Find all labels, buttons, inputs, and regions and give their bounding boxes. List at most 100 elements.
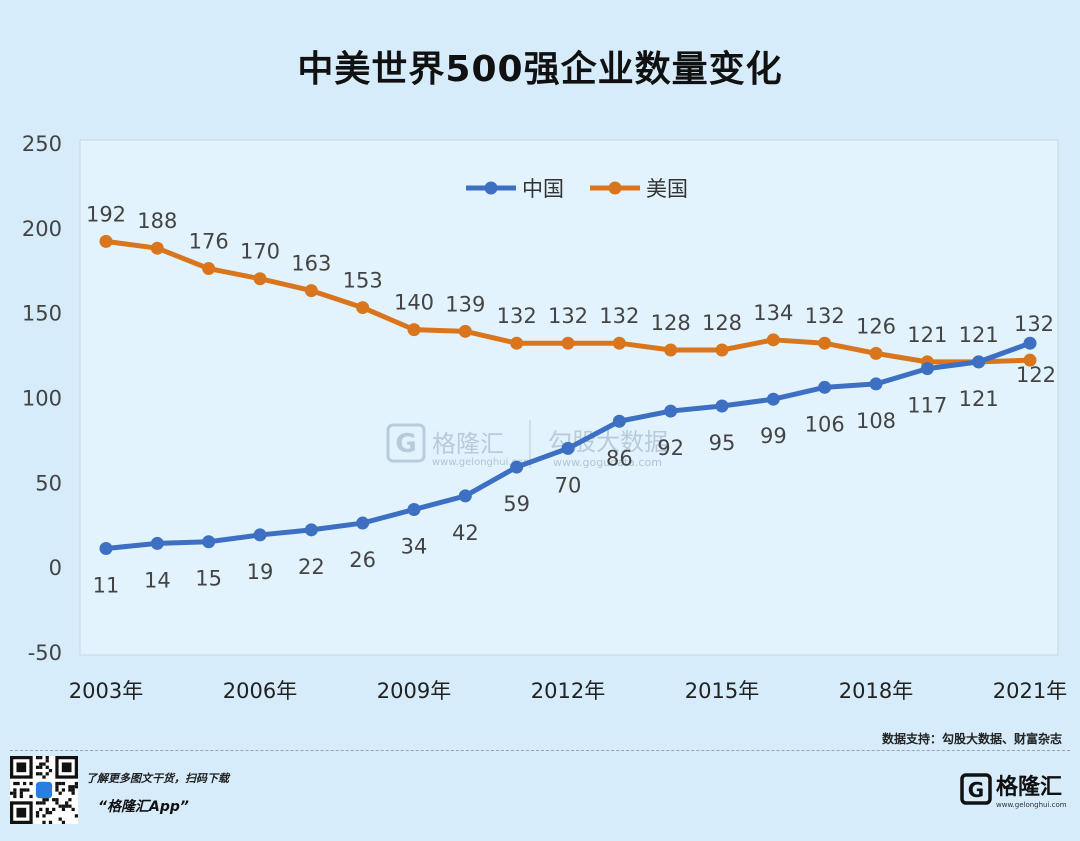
qr-module: [39, 762, 43, 766]
x-tick-label: 2006年: [223, 679, 297, 703]
qr-module: [35, 756, 40, 760]
qr-module: [19, 788, 23, 792]
x-tick-label: 2003年: [69, 679, 143, 703]
qr-module: [16, 781, 20, 786]
qr-module: [13, 791, 17, 795]
y-axis: -50 0 50 100 150 200 250: [22, 132, 62, 665]
qr-module: [58, 781, 62, 786]
data-point: [920, 362, 934, 376]
data-point: [304, 284, 318, 298]
qr-module: [48, 768, 53, 773]
svg-text:G: G: [968, 778, 984, 802]
y-tick-label: 250: [22, 132, 62, 156]
legend-marker: [484, 181, 498, 195]
footer-tagline: 了解更多图文干货，扫码下载: [86, 772, 229, 785]
data-point: [869, 377, 883, 391]
qr-module: [74, 814, 78, 818]
qr-module: [35, 814, 40, 818]
series-美国: [99, 234, 1037, 369]
data-point: [407, 323, 421, 337]
data-label: 70: [555, 473, 582, 497]
data-label: 128: [702, 311, 742, 335]
legend: 中国 美国: [466, 177, 688, 201]
qr-module: [71, 807, 75, 812]
x-axis: 2003年 2006年 2009年 2012年 2015年 2018年 2021年: [69, 679, 1067, 703]
watermark-brand-url: www.gelonghui.com: [432, 457, 533, 468]
data-point: [356, 301, 370, 315]
qr-code[interactable]: [10, 756, 78, 824]
data-label: 86: [606, 446, 633, 470]
data-point: [664, 343, 678, 357]
data-label: 121: [959, 323, 999, 347]
x-tick-label: 2018年: [839, 679, 913, 703]
qr-module: [39, 756, 43, 760]
qr-module: [39, 801, 43, 805]
qr-finder-core: [16, 762, 27, 773]
data-point: [561, 336, 575, 350]
qr-module: [74, 781, 78, 786]
qr-module: [22, 781, 27, 786]
data-label: 22: [298, 555, 325, 579]
qr-finder-core: [16, 807, 27, 818]
data-source: 数据支持：勾股大数据、财富杂志: [881, 732, 1062, 746]
qr-module: [13, 781, 17, 786]
data-point: [458, 324, 472, 338]
qr-module: [10, 791, 14, 795]
qr-module: [68, 798, 72, 802]
qr-module: [35, 765, 40, 769]
qr-module: [45, 798, 49, 802]
qr-module: [58, 804, 62, 808]
y-tick-label: 100: [22, 387, 62, 411]
data-label: 188: [137, 209, 177, 233]
data-label: 34: [401, 534, 428, 558]
qr-module: [61, 804, 66, 808]
data-label: 122: [1016, 363, 1056, 387]
data-point: [356, 516, 370, 530]
qr-module: [61, 820, 66, 824]
qr-module: [48, 811, 53, 815]
brand-logo: G 格隆汇 www.gelonghui.com: [960, 772, 1067, 809]
data-point: [766, 392, 780, 406]
qr-module: [45, 756, 49, 760]
qr-module: [22, 788, 27, 792]
data-label: 59: [503, 492, 530, 516]
data-label: 132: [805, 304, 845, 328]
data-label: 19: [247, 560, 274, 584]
qr-module: [42, 801, 46, 805]
watermark-brand: 格隆汇: [432, 430, 504, 458]
watermark-product-url: www.gogudata.com: [553, 456, 662, 469]
data-point: [818, 336, 832, 350]
x-tick-label: 2015年: [685, 679, 759, 703]
qr-module: [45, 811, 49, 815]
qr-module: [52, 807, 56, 812]
y-tick-label: 0: [49, 556, 62, 580]
data-point: [253, 272, 267, 286]
qr-module: [61, 807, 66, 812]
data-label: 176: [189, 230, 229, 254]
data-point: [869, 346, 883, 360]
data-labels-美国: 192 188 176 170 163 153 140 139 132 132 132 128 128 1…: [86, 202, 1056, 387]
plot-area: [79, 139, 1059, 656]
qr-module: [71, 785, 75, 789]
data-point: [1023, 353, 1037, 367]
qr-finder-core: [61, 762, 72, 773]
data-point: [715, 399, 729, 413]
legend-label: 美国: [646, 177, 688, 201]
x-tick-label: 2021年: [993, 679, 1067, 703]
y-tick-label: 200: [22, 217, 62, 241]
qr-module: [39, 807, 43, 812]
data-label: 139: [445, 292, 485, 316]
data-point: [407, 502, 421, 516]
qr-module: [29, 781, 33, 786]
qr-module: [55, 781, 59, 786]
data-label: 42: [452, 521, 479, 545]
brand-logo-icon: G: [960, 773, 992, 805]
qr-module: [48, 820, 53, 824]
qr-module: [55, 801, 59, 805]
data-point: [150, 241, 164, 255]
data-label: 170: [240, 240, 280, 264]
legend-label: 中国: [522, 177, 564, 201]
qr-module: [13, 788, 17, 792]
qr-module: [61, 781, 66, 786]
